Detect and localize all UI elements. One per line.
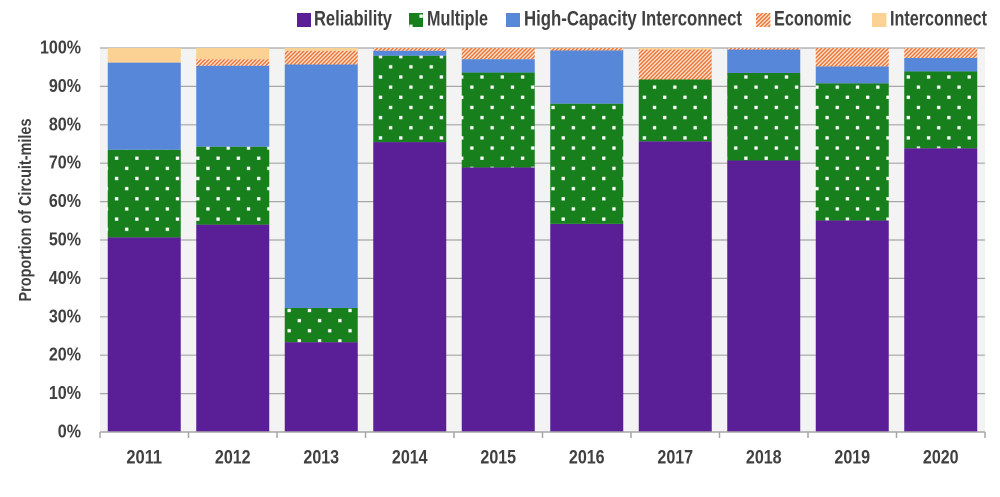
svg-text:100%: 100% — [40, 38, 81, 58]
svg-text:2013: 2013 — [303, 447, 339, 469]
svg-text:20%: 20% — [49, 345, 81, 365]
svg-text:10%: 10% — [49, 383, 81, 403]
svg-text:80%: 80% — [49, 114, 81, 134]
svg-text:0%: 0% — [58, 422, 81, 442]
svg-text:2011: 2011 — [126, 447, 162, 469]
svg-text:2018: 2018 — [746, 447, 782, 469]
svg-text:2019: 2019 — [834, 447, 870, 469]
svg-text:30%: 30% — [49, 306, 81, 326]
svg-text:Interconnect: Interconnect — [890, 8, 987, 31]
svg-text:40%: 40% — [49, 268, 81, 288]
svg-text:90%: 90% — [49, 76, 81, 96]
svg-text:2015: 2015 — [480, 447, 516, 469]
svg-text:2016: 2016 — [569, 447, 605, 469]
svg-text:50%: 50% — [49, 230, 81, 250]
svg-text:Reliability: Reliability — [314, 8, 392, 31]
svg-text:2012: 2012 — [215, 447, 251, 469]
svg-text:70%: 70% — [49, 153, 81, 173]
svg-text:Multiple: Multiple — [427, 8, 488, 31]
svg-text:Proportion of Circuit-miles: Proportion of Circuit-miles — [15, 118, 35, 301]
svg-text:2020: 2020 — [923, 447, 959, 469]
svg-text:2014: 2014 — [392, 447, 428, 469]
svg-text:2017: 2017 — [657, 447, 693, 469]
svg-text:60%: 60% — [49, 191, 81, 211]
svg-text:Economic: Economic — [774, 8, 852, 31]
svg-text:High-Capacity Interconnect: High-Capacity Interconnect — [524, 8, 742, 31]
